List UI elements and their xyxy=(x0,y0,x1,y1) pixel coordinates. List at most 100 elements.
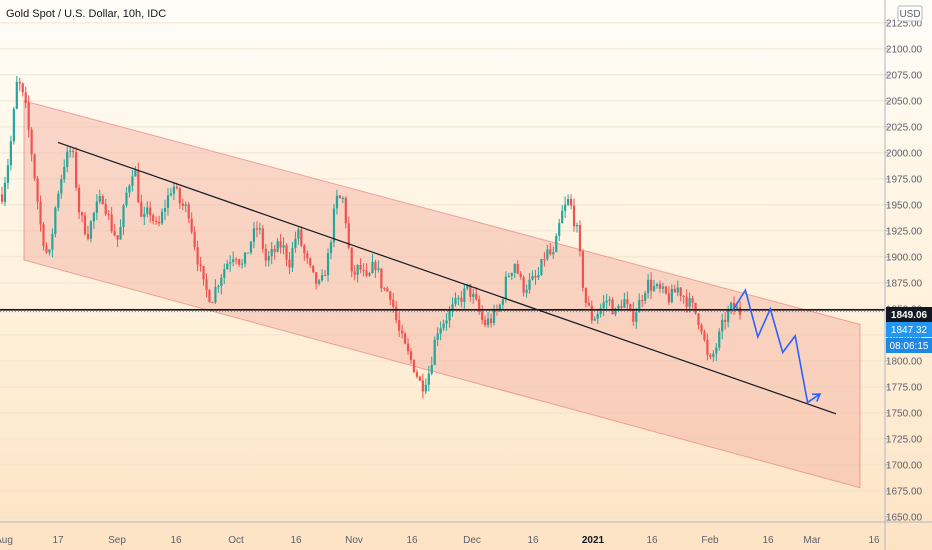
y-tick-label: 1650.00 xyxy=(886,512,923,523)
candle-body xyxy=(359,265,362,270)
candle-body xyxy=(644,293,647,301)
candle-body xyxy=(489,318,493,324)
candle-body xyxy=(80,212,84,216)
candle-body xyxy=(110,214,113,232)
candle-body xyxy=(513,263,516,273)
x-tick-label: Oct xyxy=(228,535,244,546)
candle-body xyxy=(427,373,430,385)
candle-body xyxy=(510,272,513,277)
candle-body xyxy=(534,275,537,278)
candle-body xyxy=(611,299,614,315)
candle-body xyxy=(163,208,167,212)
candle-body xyxy=(24,92,27,103)
candle-body xyxy=(226,263,229,270)
candle-body xyxy=(83,215,87,235)
candle-body xyxy=(433,339,436,365)
candle-body xyxy=(42,224,45,246)
candle-body xyxy=(300,229,303,246)
last-price-value: 1847.32 xyxy=(891,325,928,336)
candle-body xyxy=(715,347,718,354)
candle-body xyxy=(718,331,721,348)
candle-body xyxy=(439,328,442,334)
candle-body xyxy=(507,276,510,278)
candle-body xyxy=(558,223,561,236)
candle-body xyxy=(89,221,93,239)
candle-body xyxy=(442,323,445,329)
candle-body xyxy=(469,284,472,297)
y-tick-label: 2050.00 xyxy=(886,96,923,107)
candle-body xyxy=(424,384,427,392)
candle-body xyxy=(667,293,670,303)
x-tick-label: 16 xyxy=(170,535,182,546)
currency-badge[interactable]: USD xyxy=(897,5,923,22)
candle-body xyxy=(730,302,733,311)
candle-body xyxy=(353,271,356,275)
candle-body xyxy=(406,343,410,352)
candle-body xyxy=(15,81,18,109)
candle-body xyxy=(57,193,60,208)
candle-body xyxy=(33,154,36,179)
x-tick-label: 16 xyxy=(527,535,539,546)
x-tick-label: Dec xyxy=(463,535,481,546)
candle-body xyxy=(566,199,570,205)
candle-body xyxy=(371,261,374,274)
candle-body xyxy=(169,193,173,196)
candle-body xyxy=(655,284,659,286)
candle-body xyxy=(149,207,152,216)
candle-body xyxy=(546,249,549,260)
candle-body xyxy=(205,279,208,290)
descending-trendline xyxy=(57,141,837,415)
candle-body xyxy=(214,287,217,303)
candle-body xyxy=(235,259,238,261)
candle-body xyxy=(6,165,10,183)
candle-body xyxy=(652,285,656,291)
candle-body xyxy=(412,359,416,373)
candle-body xyxy=(392,299,395,307)
candle-body xyxy=(448,310,451,321)
candle-body xyxy=(332,208,336,243)
candle-body xyxy=(451,304,454,311)
candle-body xyxy=(285,245,288,260)
candle-body xyxy=(291,247,294,268)
candle-body xyxy=(113,231,116,236)
candle-body xyxy=(320,275,324,281)
candle-body xyxy=(620,306,623,308)
candle-body xyxy=(238,259,241,265)
candle-body xyxy=(430,364,433,374)
candle-body xyxy=(157,221,161,224)
candle-body xyxy=(172,186,176,194)
candle-body xyxy=(549,249,552,255)
candle-body xyxy=(540,259,543,276)
candle-body xyxy=(403,333,407,344)
candle-body xyxy=(401,330,404,334)
candle-body xyxy=(193,231,196,248)
candle-body xyxy=(107,214,110,216)
x-tick-label: 17 xyxy=(52,535,64,546)
candle-body xyxy=(721,319,724,332)
candle-body xyxy=(575,224,579,227)
channel-layer xyxy=(23,100,861,489)
candle-body xyxy=(478,299,481,312)
candle-body xyxy=(638,300,641,313)
candle-body xyxy=(279,241,282,248)
candle-body xyxy=(632,310,635,322)
currency-badge-label: USD xyxy=(899,9,920,20)
candle-body xyxy=(104,204,107,215)
candle-body xyxy=(297,229,300,239)
y-tick-label: 1875.00 xyxy=(886,278,923,289)
candle-body xyxy=(258,228,261,230)
candle-body xyxy=(54,207,57,234)
candle-body xyxy=(21,83,24,93)
candle-body xyxy=(66,151,69,167)
candle-body xyxy=(166,195,170,209)
candle-body xyxy=(685,296,688,307)
candle-body xyxy=(688,298,691,307)
candle-body xyxy=(95,201,98,213)
x-tick-label: 16 xyxy=(762,535,774,546)
candle-body xyxy=(709,354,712,357)
candle-body xyxy=(735,307,739,309)
candle-body xyxy=(36,178,39,202)
candle-body xyxy=(178,188,181,204)
